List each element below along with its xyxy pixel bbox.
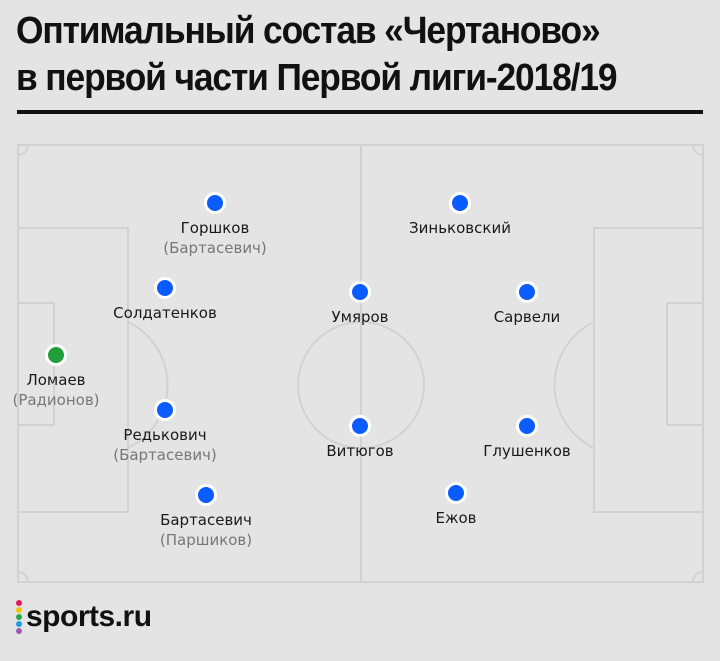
player-label: Глушенков bbox=[483, 441, 570, 461]
page-title: Оптимальный состав «Чертаново» в первой … bbox=[16, 8, 618, 102]
player-marker bbox=[195, 484, 217, 506]
player-name: Глушенков bbox=[483, 442, 571, 460]
logo-dot bbox=[16, 628, 22, 634]
player-marker bbox=[154, 277, 176, 299]
corner-arc-tr bbox=[692, 144, 704, 156]
player-label: Редькович (Бартасевич) bbox=[113, 425, 217, 465]
logo-text: sports.ru bbox=[26, 600, 152, 633]
player-marker bbox=[349, 281, 371, 303]
player-marker bbox=[204, 192, 226, 214]
title-underline bbox=[17, 110, 703, 114]
goalkeeper-marker bbox=[45, 344, 67, 366]
player-marker bbox=[154, 399, 176, 421]
player-label: Ежов bbox=[435, 508, 476, 528]
logo-dot bbox=[16, 600, 22, 606]
title-line-2: в первой части Первой лиги-2018/19 bbox=[16, 57, 618, 99]
right-penalty-arc bbox=[553, 321, 595, 449]
player-label: Горшков (Бартасевич) bbox=[163, 218, 267, 258]
player-substitute: (Бартасевич) bbox=[163, 239, 267, 257]
corner-arc-tl bbox=[17, 144, 29, 156]
corner-arc-bl bbox=[17, 571, 29, 583]
player-label: Зиньковский bbox=[409, 218, 511, 238]
player-name: Витюгов bbox=[326, 442, 394, 460]
right-goal-area bbox=[666, 302, 704, 426]
player-label: Сарвели bbox=[494, 307, 561, 327]
player-name: Редькович bbox=[123, 426, 207, 444]
player-name: Бартасевич bbox=[160, 511, 252, 529]
player-substitute: (Радионов) bbox=[12, 391, 100, 409]
player-substitute: (Бартасевич) bbox=[113, 446, 217, 464]
logo-dot bbox=[16, 621, 22, 627]
player-name: Сарвели bbox=[493, 308, 561, 326]
player-name: Ломаев bbox=[26, 371, 86, 389]
left-penalty-arc bbox=[127, 321, 169, 449]
player-label: Витюгов bbox=[326, 441, 393, 461]
center-circle bbox=[297, 321, 425, 449]
corner-arc-br bbox=[692, 571, 704, 583]
player-marker bbox=[349, 415, 371, 437]
logo-dot bbox=[16, 607, 22, 613]
player-label: Умяров bbox=[331, 307, 388, 327]
player-label: Солдатенков bbox=[113, 303, 217, 323]
player-name: Умяров bbox=[331, 308, 389, 326]
player-marker bbox=[516, 415, 538, 437]
player-label: Ломаев (Радионов) bbox=[12, 370, 99, 410]
player-marker bbox=[516, 281, 538, 303]
player-marker bbox=[445, 482, 467, 504]
player-name: Солдатенков bbox=[113, 304, 217, 322]
player-name: Горшков bbox=[180, 219, 250, 237]
player-marker bbox=[449, 192, 471, 214]
right-penalty-area bbox=[593, 227, 704, 513]
player-name: Зиньковский bbox=[409, 219, 511, 237]
player-substitute: (Паршиков) bbox=[159, 531, 253, 549]
title-line-1: Оптимальный состав «Чертаново» bbox=[16, 10, 601, 52]
sports-ru-logo: sports.ru bbox=[16, 600, 152, 634]
logo-dots-icon bbox=[16, 600, 22, 634]
logo-dot bbox=[16, 614, 22, 620]
player-name: Ежов bbox=[435, 509, 477, 527]
player-label: Бартасевич (Паршиков) bbox=[160, 510, 252, 550]
